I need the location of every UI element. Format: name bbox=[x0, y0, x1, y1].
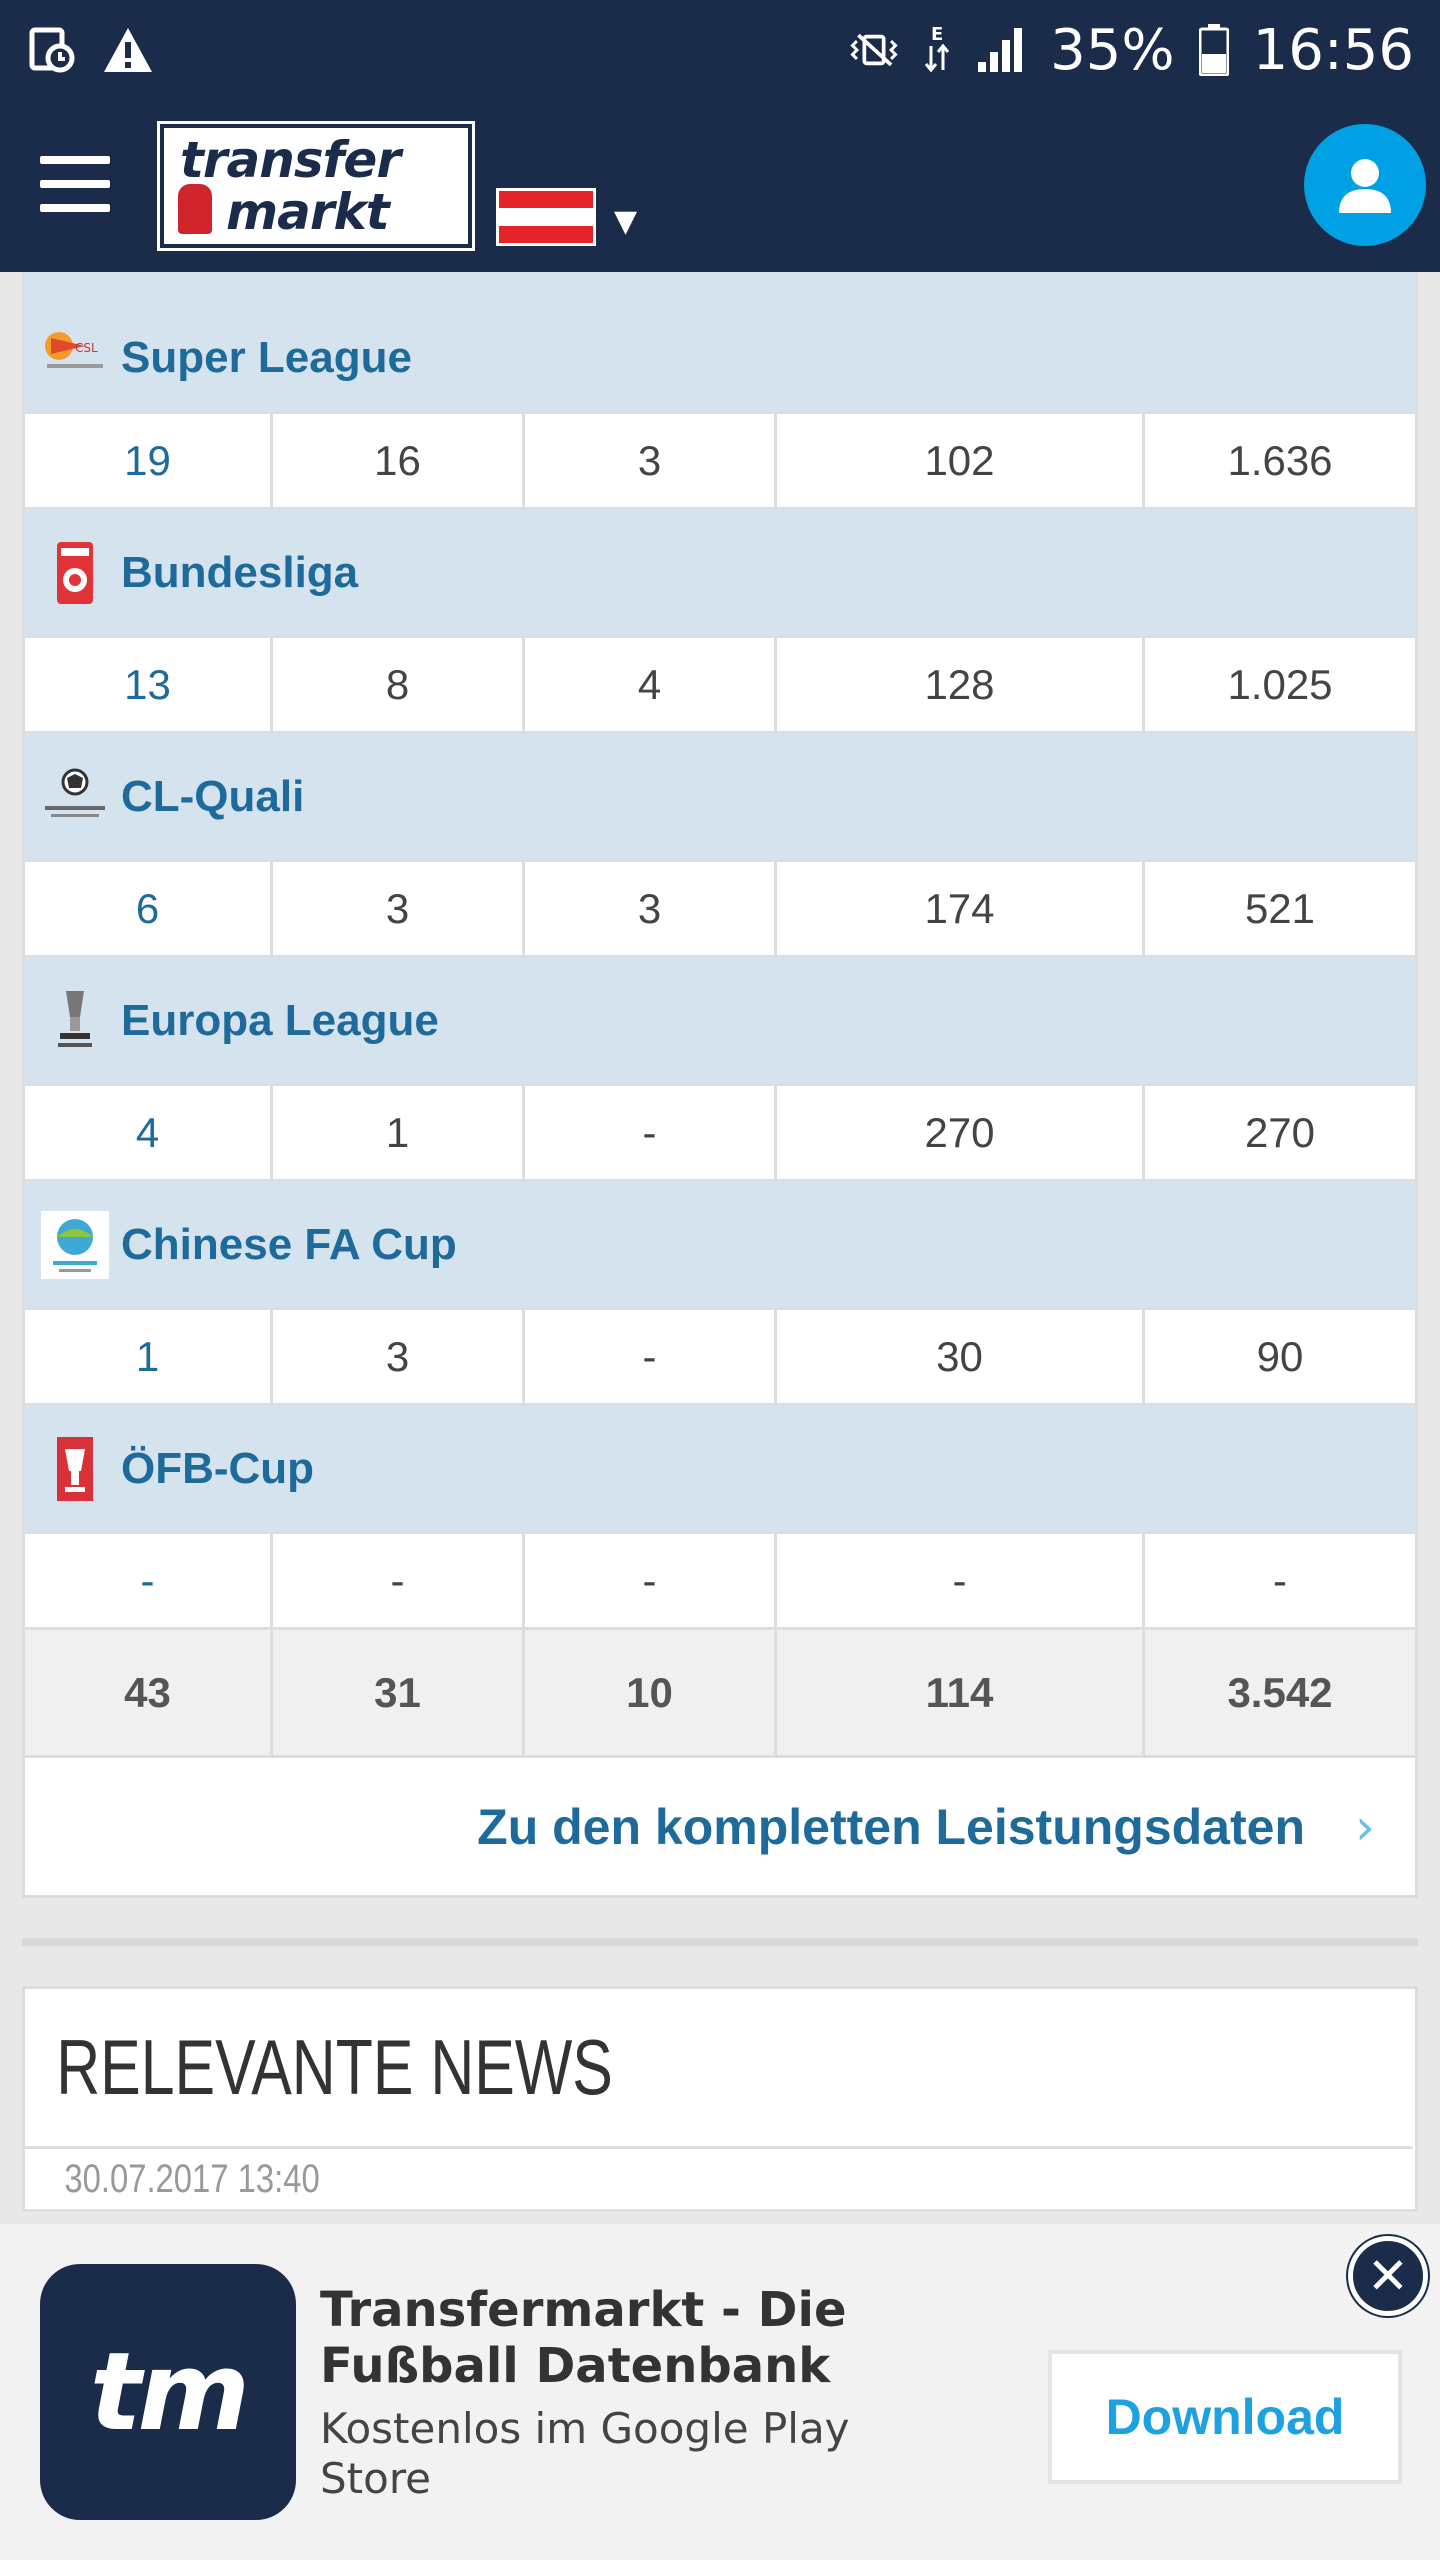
competition-header[interactable]: Chinese FA Cup bbox=[25, 1182, 1415, 1310]
ad-subtitle: Kostenlos im Google Play Store bbox=[320, 2404, 850, 2503]
competition-name[interactable]: Super League bbox=[121, 333, 412, 382]
close-banner-button[interactable]: ✕ bbox=[1348, 2236, 1428, 2316]
news-section: RELEVANTE NEWS 30.07.2017 13:40 bbox=[22, 1986, 1418, 2212]
clock: 16:56 bbox=[1252, 17, 1414, 83]
player-figure-icon bbox=[178, 184, 212, 234]
super-league-logo-icon: CSL bbox=[41, 315, 109, 383]
competition-name[interactable]: Bundesliga bbox=[121, 547, 359, 597]
goals-cell: 3 bbox=[273, 862, 525, 955]
ofb-cup-logo-icon bbox=[41, 1435, 109, 1503]
total-minutes-played: 3.542 bbox=[1227, 1668, 1333, 1716]
table-row: 13 8 4 128 1.025 bbox=[25, 638, 1415, 734]
news-section-title: RELEVANTE NEWS bbox=[25, 1989, 1413, 2149]
total-minutes-per-goal: 114 bbox=[777, 1630, 1145, 1755]
assists-cell: 3 bbox=[525, 862, 777, 955]
champions-league-logo-icon bbox=[41, 763, 109, 831]
appearances-cell[interactable]: 4 bbox=[25, 1086, 273, 1179]
goals-cell: 1 bbox=[273, 1086, 525, 1179]
appearances-cell[interactable]: 19 bbox=[25, 414, 273, 507]
table-row: 19 16 3 102 1.636 bbox=[25, 414, 1415, 510]
full-stats-link-label[interactable]: Zu den kompletten Leistungsdaten bbox=[477, 1798, 1305, 1855]
goals-cell: 16 bbox=[273, 414, 525, 507]
total-goals: 31 bbox=[273, 1630, 525, 1755]
competition-name[interactable]: Chinese FA Cup bbox=[121, 1219, 457, 1269]
appearances-cell[interactable]: 13 bbox=[25, 638, 273, 731]
competition-header[interactable]: Bundesliga bbox=[25, 510, 1415, 638]
table-row: 4 1 - 270 270 bbox=[25, 1086, 1415, 1182]
minutes-per-goal-cell: 128 bbox=[777, 638, 1145, 731]
assists-cell: - bbox=[525, 1310, 777, 1403]
minutes-per-goal-cell: - bbox=[777, 1534, 1145, 1627]
logo-line1: transfer bbox=[180, 131, 401, 189]
section-divider bbox=[22, 1938, 1418, 1946]
chevron-right-icon: › bbox=[1355, 1797, 1375, 1856]
competition-name[interactable]: CL-Quali bbox=[121, 771, 305, 821]
totals-row: 43 31 10 114 3.542 bbox=[25, 1630, 1415, 1758]
minutes-per-goal-cell: 30 bbox=[777, 1310, 1145, 1403]
total-appearances: 43 bbox=[25, 1630, 273, 1755]
data-transfer-icon: E bbox=[922, 24, 954, 76]
assists-cell: - bbox=[525, 1086, 777, 1179]
table-row: 1 3 - 30 90 bbox=[25, 1310, 1415, 1406]
vibrate-mute-icon bbox=[848, 24, 900, 76]
app-header: transfer markt ▼ bbox=[0, 100, 1440, 272]
tm-app-icon[interactable]: tm bbox=[40, 2264, 296, 2520]
battery-percent: 35% bbox=[1050, 17, 1175, 83]
assists-cell: - bbox=[525, 1534, 777, 1627]
battery-icon bbox=[1197, 24, 1231, 76]
bundesliga-logo-icon bbox=[41, 539, 109, 607]
logo-line2: markt bbox=[226, 183, 390, 241]
austria-flag-icon[interactable] bbox=[496, 188, 596, 246]
appearances-cell[interactable]: 1 bbox=[25, 1310, 273, 1403]
warning-icon bbox=[102, 24, 154, 76]
status-bar: E 35% 16:56 bbox=[0, 0, 1440, 100]
download-button[interactable]: Download bbox=[1052, 2354, 1398, 2480]
minutes-played-cell: 521 bbox=[1244, 884, 1316, 932]
ad-title: Transfermarkt - Die Fußball Datenbank bbox=[320, 2282, 847, 2394]
minutes-played-cell: 90 bbox=[1256, 1332, 1304, 1380]
minutes-played-cell: 1.636 bbox=[1227, 436, 1333, 484]
minutes-per-goal-cell: 102 bbox=[777, 414, 1145, 507]
goals-cell: 3 bbox=[273, 1310, 525, 1403]
user-icon bbox=[1339, 159, 1391, 213]
europa-league-logo-icon bbox=[41, 987, 109, 1055]
assists-cell: 3 bbox=[525, 414, 777, 507]
assists-cell: 4 bbox=[525, 638, 777, 731]
competition-name[interactable]: ÖFB-Cup bbox=[121, 1443, 315, 1493]
network-type-label: E bbox=[931, 24, 943, 45]
competition-header[interactable]: Europa League bbox=[25, 958, 1415, 1086]
table-row: - - - - - bbox=[25, 1534, 1415, 1630]
competition-header[interactable]: CL-Quali bbox=[25, 734, 1415, 862]
transfermarkt-logo[interactable]: transfer markt bbox=[157, 121, 475, 251]
minutes-played-cell: 270 bbox=[1244, 1108, 1316, 1156]
table-row: 6 3 3 174 521 bbox=[25, 862, 1415, 958]
caret-down-icon[interactable]: ▼ bbox=[614, 204, 638, 239]
tm-app-icon-text: tm bbox=[89, 2329, 250, 2455]
minutes-played-cell: 1.025 bbox=[1227, 660, 1333, 708]
appearances-cell[interactable]: 6 bbox=[25, 862, 273, 955]
app-install-banner: tm Transfermarkt - Die Fußball Datenbank… bbox=[0, 2224, 1440, 2560]
menu-icon[interactable] bbox=[40, 156, 110, 212]
main-content: CSL Super League 19 16 3 102 1.636 Bunde… bbox=[22, 272, 1418, 2212]
news-date: 30.07.2017 13:40 bbox=[64, 2156, 320, 2201]
full-stats-link[interactable]: Zu den kompletten Leistungsdaten › bbox=[22, 1758, 1418, 1898]
competition-header[interactable]: CSL Super League bbox=[25, 272, 1415, 414]
minutes-per-goal-cell: 174 bbox=[777, 862, 1145, 955]
calendar-clock-icon bbox=[26, 24, 78, 76]
goals-cell: 8 bbox=[273, 638, 525, 731]
chinese-fa-cup-logo-icon bbox=[41, 1210, 109, 1279]
minutes-per-goal-cell: 270 bbox=[777, 1086, 1145, 1179]
close-icon: ✕ bbox=[1367, 2247, 1409, 2305]
minutes-played-cell: - bbox=[1273, 1556, 1287, 1604]
competition-name[interactable]: Europa League bbox=[121, 995, 439, 1045]
svg-text:CSL: CSL bbox=[75, 341, 98, 355]
goals-cell: - bbox=[273, 1534, 525, 1627]
performance-table: CSL Super League 19 16 3 102 1.636 Bunde… bbox=[22, 272, 1418, 1758]
user-account-button[interactable] bbox=[1304, 124, 1426, 246]
appearances-cell[interactable]: - bbox=[25, 1534, 273, 1627]
competition-header[interactable]: ÖFB-Cup bbox=[25, 1406, 1415, 1534]
signal-icon bbox=[976, 24, 1028, 76]
total-assists: 10 bbox=[525, 1630, 777, 1755]
